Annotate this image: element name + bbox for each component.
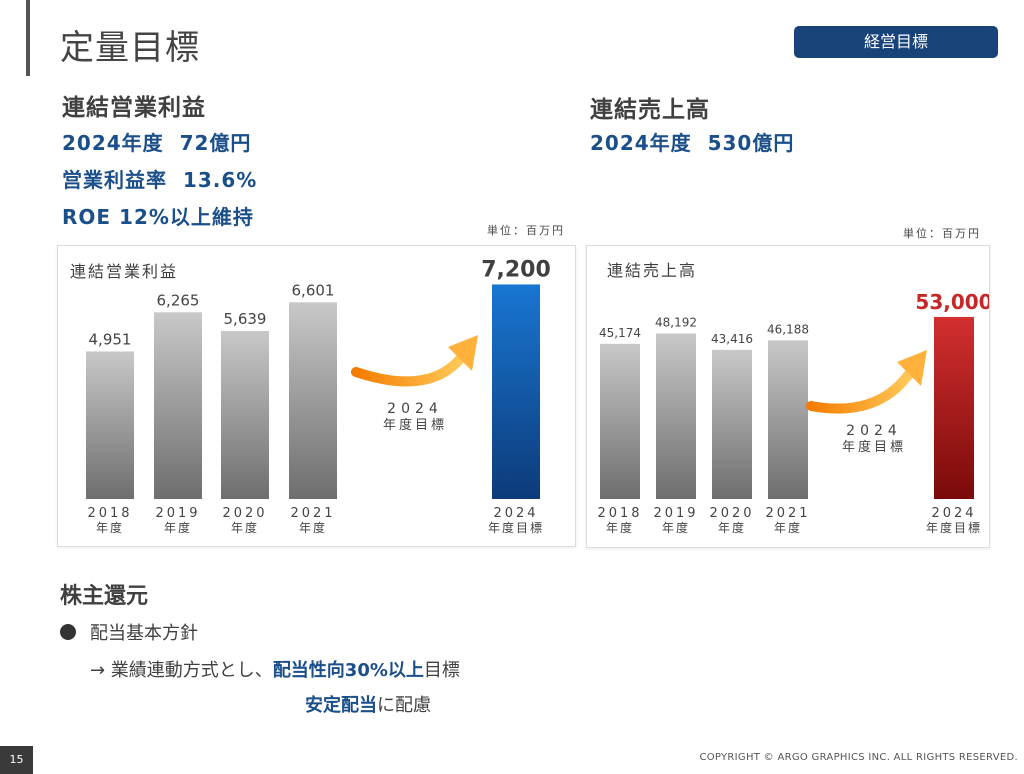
bar	[221, 330, 269, 499]
x-tick-label: 2018	[597, 506, 642, 521]
payout-ratio-highlight: 配当性向30%以上	[272, 660, 424, 681]
growth-arrow-icon	[351, 354, 465, 387]
x-tick-suffix: 年度	[231, 520, 259, 535]
data-label: 4,951	[89, 330, 132, 348]
chart-title: 連結営業利益	[70, 262, 178, 281]
data-label: 43,416	[711, 332, 753, 346]
x-tick-label: 2024	[493, 506, 538, 521]
target-bar	[492, 284, 540, 499]
x-tick-suffix: 年度	[662, 520, 690, 535]
page-number: 15	[0, 746, 33, 774]
bar	[600, 343, 640, 499]
data-label: 7,200	[481, 257, 551, 282]
x-tick-suffix: 年度	[606, 520, 634, 535]
bar	[289, 302, 337, 499]
copyright-text: COPYRIGHT © ARGO GRAPHICS INC. ALL RIGHT…	[699, 752, 1018, 763]
arrow-label-year: 2024	[387, 401, 443, 417]
x-tick-label: 2019	[155, 506, 200, 521]
profit-unit-label: 単位：百万円	[487, 224, 565, 237]
sales-chart: 連結売上高45,1742018年度48,1922019年度43,4162020年…	[597, 261, 992, 535]
profit-kpi-2: 営業利益率 13.6%	[62, 168, 258, 192]
x-tick-suffix: 年度	[164, 520, 192, 535]
shareholder-heading: 株主還元	[60, 584, 149, 609]
data-label: 5,639	[224, 310, 267, 328]
stable-dividend-highlight: 安定配当	[305, 695, 377, 716]
sales-heading: 連結売上高	[590, 97, 710, 123]
bar	[712, 349, 752, 499]
data-label: 45,174	[599, 326, 641, 340]
profit-heading: 連結営業利益	[62, 95, 206, 121]
data-label: 6,601	[292, 281, 335, 299]
policy-line-2: 安定配当に配慮	[305, 691, 431, 717]
sales-unit-label: 単位：百万円	[903, 227, 981, 240]
sales-chart-panel: 連結売上高 45,174 2018 年度 48,192 2019 年度 43,416 2020 年…	[586, 245, 993, 548]
growth-arrow-head-icon	[448, 335, 478, 371]
x-tick-label: 2021	[290, 506, 335, 521]
x-tick-suffix: 年度	[718, 520, 746, 535]
policy-line-1-pre: → 業績連動方式とし、	[90, 660, 273, 681]
data-label: 53,000	[915, 290, 989, 314]
x-tick-suffix: 年度	[96, 520, 124, 535]
data-label: 48,192	[655, 315, 697, 329]
x-tick-label: 2021	[765, 506, 810, 521]
policy-line-1: → 業績連動方式とし、配当性向30%以上目標	[90, 656, 460, 682]
x-tick-label: 2024	[931, 506, 976, 521]
chart-title: 連結売上高	[607, 261, 697, 280]
data-label: 46,188	[767, 322, 809, 336]
x-tick-suffix: 年度	[774, 520, 802, 535]
profit-kpi-3: ROE 12%以上維持	[62, 205, 254, 229]
x-tick-suffix: 年度目標	[488, 520, 544, 535]
page-title: 定量目標	[60, 28, 200, 68]
sales-kpi-1: 2024年度 530億円	[590, 131, 795, 155]
policy-line-1-post: 目標	[423, 660, 460, 681]
arrow-label-target: 年度目標	[842, 439, 906, 455]
title-accent-bar	[26, 0, 30, 76]
dividend-policy-label: 配当基本方針	[90, 623, 198, 644]
x-tick-label: 2018	[87, 506, 132, 521]
growth-arrow-head-icon	[897, 350, 927, 386]
policy-line-2-post: に配慮	[377, 695, 431, 716]
bar	[656, 333, 696, 499]
growth-arrow-icon	[806, 369, 914, 414]
x-tick-label: 2019	[653, 506, 698, 521]
x-tick-label: 2020	[222, 506, 267, 521]
bullet-icon	[60, 624, 76, 640]
data-label: 6,265	[157, 291, 200, 309]
profit-kpi-1: 2024年度 72億円	[62, 131, 252, 155]
x-tick-suffix: 年度目標	[926, 520, 982, 535]
bar	[86, 351, 134, 499]
x-tick-suffix: 年度	[299, 520, 327, 535]
bar	[768, 340, 808, 499]
arrow-label-target: 年度目標	[383, 417, 447, 433]
profit-chart: 連結営業利益4,9512018年度6,2652019年度5,6392020年度6…	[70, 257, 551, 535]
arrow-label-year: 2024	[846, 423, 902, 439]
x-tick-label: 2020	[709, 506, 754, 521]
target-bar	[934, 316, 974, 499]
bar	[154, 312, 202, 499]
management-goal-badge: 経営目標	[794, 26, 998, 58]
profit-chart-panel: 連結営業利益 4,951 2018 年度 6,265 2019 年度 5,639 2020 年度 6…	[57, 245, 576, 547]
